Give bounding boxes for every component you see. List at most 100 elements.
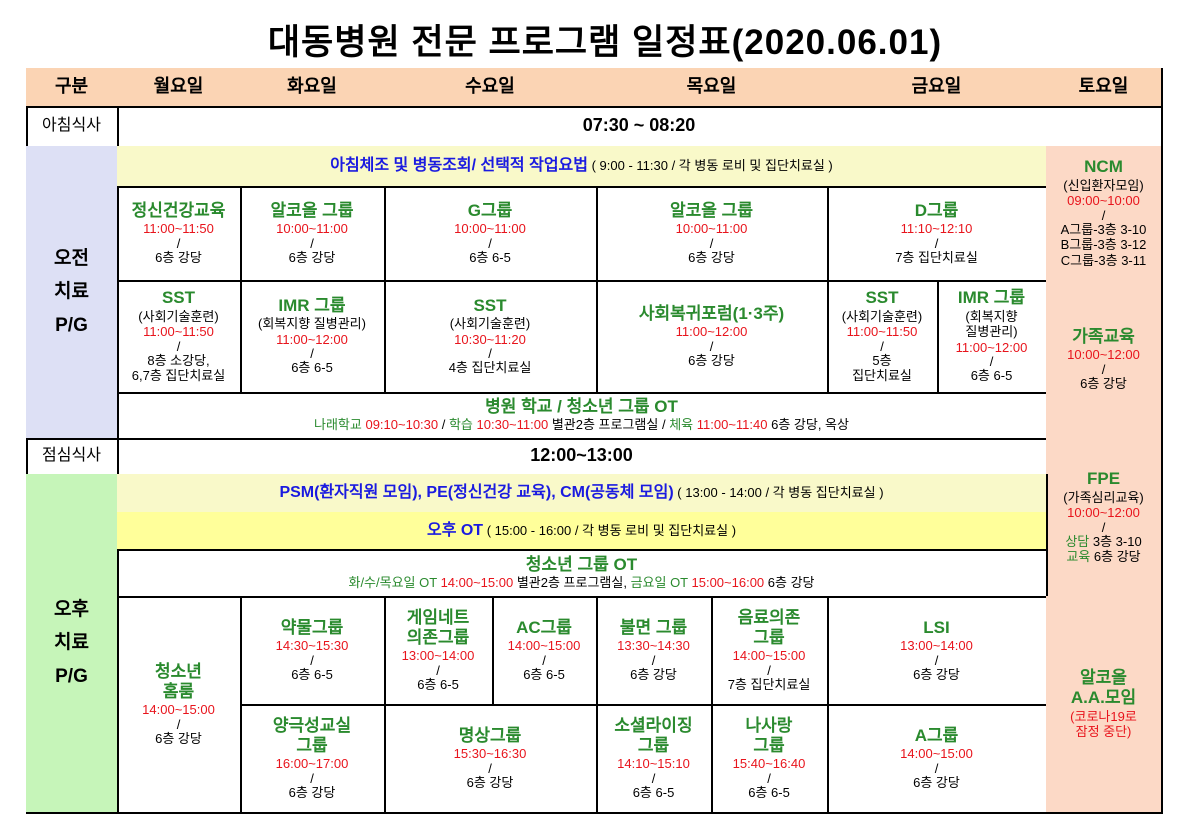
program-title: 가족교육 xyxy=(1072,326,1135,346)
program-cell: FPE (가족심리교육) 10:00~12:00/상담 3층 3-10 교육 6층 강… xyxy=(1046,438,1163,598)
program-title: SST xyxy=(161,288,196,308)
program-title: 그룹 xyxy=(296,735,328,755)
mixed-text-line: 교육 6층 강당 xyxy=(1066,549,1140,565)
youth-ot-row: 청소년 그룹 OT 화/수/목요일 OT 14:00~15:00 별관2층 프로그… xyxy=(117,549,1048,598)
program-cell: 약물그룹 14:30~15:30/6층 6-5 xyxy=(240,596,386,706)
program-title: 그룹 xyxy=(637,735,670,755)
separator: / xyxy=(934,652,939,668)
separator: / xyxy=(880,338,884,354)
program-title: 청소년 xyxy=(155,661,202,681)
program-cell: 사회복귀포럼(1·3주) 11:00~12:00/6층 강당 xyxy=(596,280,829,394)
text-segment: 6층 강당 xyxy=(1093,549,1141,565)
program-subtitle: (신입환자모임) xyxy=(1063,177,1144,193)
pm-section-label: 오후 치료 P/G xyxy=(26,474,119,814)
separator: / xyxy=(488,346,492,362)
program-cell: 게임네트 의존그룹 13:00~14:00/6층 6-5 xyxy=(384,596,494,706)
program-time: 13:00~14:00 xyxy=(401,648,475,664)
program-location: 6층 강당 xyxy=(688,352,735,368)
program-title: 그룹 xyxy=(753,735,785,755)
separator: / xyxy=(767,662,771,678)
am-label-line: 치료 xyxy=(54,281,89,303)
program-time: 15:30~16:30 xyxy=(453,746,527,762)
program-title: 정신건강교육 xyxy=(131,200,226,220)
pm-label-line: P/G xyxy=(55,665,88,687)
text-segment: 15:00~16:00 xyxy=(691,574,765,590)
program-time: 15:40~16:40 xyxy=(732,756,806,772)
program-cell: 양극성교실 그룹 16:00~17:00/6층 강당 xyxy=(240,704,386,814)
text-segment: 별관2층 프로그램실 / xyxy=(548,417,670,433)
program-location: 집단치료실 xyxy=(852,368,912,384)
text-segment: / xyxy=(438,417,449,433)
text-segment: ( 9:00 - 11:30 / 각 병동 로비 및 집단치료실 ) xyxy=(587,158,833,174)
separator: / xyxy=(934,760,939,776)
program-subtitle: (가족심리교육) xyxy=(1063,489,1144,505)
program-title: A.A.모임 xyxy=(1070,688,1137,708)
program-cell: 음료의존 그룹 14:00~15:00/7층 집단치료실 xyxy=(711,596,829,706)
text-segment: 체육 xyxy=(669,417,697,433)
program-cell: AC그룹 14:00~15:00/6층 6-5 xyxy=(492,596,598,706)
program-cell: 청소년 홈룸 14:00~15:00/6층 강당 xyxy=(117,596,242,814)
separator: / xyxy=(176,235,181,251)
separator: / xyxy=(651,770,656,786)
program-cell: NCM (신입환자모임) 09:00~10:00/A그룹-3층 3-10 B그룹-3층… xyxy=(1046,146,1163,282)
program-time: 14:00~15:00 xyxy=(732,648,806,664)
text-segment: 나래학교 xyxy=(314,417,366,433)
program-time: 11:00~11:50 xyxy=(143,221,214,237)
am-label-line: P/G xyxy=(55,314,88,336)
program-time: 10:00~11:00 xyxy=(454,221,526,237)
program-time: 09:00~10:00 xyxy=(1067,193,1140,209)
program-title: LSI xyxy=(923,617,950,637)
header-monday: 월요일 xyxy=(117,68,242,108)
program-cell: A그룹 14:00~15:00/6층 강당 xyxy=(827,704,1048,814)
program-title: 병원 학교 / 청소년 그룹 OT xyxy=(485,397,678,416)
text-segment: 6층 강당 xyxy=(764,574,815,590)
program-subtitle: B그룹-3층 3-12 xyxy=(1060,237,1147,253)
program-title: SST xyxy=(473,295,507,315)
program-location: 6층 6-5 xyxy=(417,676,459,692)
text-segment: ( 13:00 - 14:00 / 각 병동 집단치료실 ) xyxy=(673,485,884,501)
program-cell: 정신건강교육 11:00~11:50/6층 강당 xyxy=(117,186,242,282)
program-note: (코로나19로 xyxy=(1070,708,1137,724)
text-segment: 3층 3-10 xyxy=(1092,533,1142,549)
program-time: 13:30~14:30 xyxy=(617,638,690,654)
program-title: 청소년 그룹 OT xyxy=(525,554,638,574)
pm-ot-banner: 오후 OT ( 15:00 - 16:00 / 각 병동 로비 및 집단치료실 … xyxy=(117,512,1048,551)
program-location: 6층 6-5 xyxy=(291,666,333,682)
program-location: 6층 강당 xyxy=(466,774,514,790)
program-time: 14:10~15:10 xyxy=(617,756,690,772)
program-location: 6층 강당 xyxy=(913,774,960,790)
separator: / xyxy=(176,716,181,732)
text-segment: 별관2층 프로그램실, xyxy=(513,574,631,590)
program-time: 14:00~15:00 xyxy=(142,702,215,718)
text-segment: 11:00~11:40 xyxy=(696,417,768,433)
separator: / xyxy=(310,770,314,786)
header-friday: 금요일 xyxy=(827,68,1048,108)
program-title: 의존그룹 xyxy=(406,627,470,647)
program-location: 6층 강당 xyxy=(288,784,336,800)
program-cell: 소셜라이징 그룹 14:10~15:10/6층 6-5 xyxy=(596,704,713,814)
program-title: IMR 그룹 xyxy=(957,288,1026,308)
program-title: A그룹 xyxy=(914,725,959,745)
mixed-text-line: 화/수/목요일 OT 14:00~15:00 별관2층 프로그램실, 금요일 O… xyxy=(348,575,814,591)
program-location: 6층 6-5 xyxy=(523,666,565,682)
program-location: 6층 6-5 xyxy=(632,784,675,800)
separator: / xyxy=(989,354,994,370)
program-subtitle: (사회기술훈련) xyxy=(841,308,923,324)
page-title: 대동병원 전문 프로그램 일정표(2020.06.01) xyxy=(267,23,943,62)
program-time: 11:00~11:50 xyxy=(143,324,214,340)
program-title: 사회복귀포럼(1·3주) xyxy=(638,303,785,323)
program-time: 10:00~12:00 xyxy=(1067,347,1140,363)
program-cell: 알코올 그룹 10:00~11:00/6층 강당 xyxy=(596,186,829,282)
program-subtitle: (회복지향 xyxy=(965,308,1018,324)
header-saturday: 토요일 xyxy=(1046,68,1163,108)
program-cell: LSI 13:00~14:00/6층 강당 xyxy=(827,596,1048,706)
program-title: 소셜라이징 xyxy=(614,715,693,735)
program-title: G그룹 xyxy=(467,200,513,220)
program-time: 10:00~12:00 xyxy=(1067,505,1140,521)
text-segment: PSM(환자직원 모임), PE(정신건강 교육), CM(공동체 모임) xyxy=(279,484,674,502)
mixed-text-line: 오후 OT ( 15:00 - 16:00 / 각 병동 로비 및 집단치료실 … xyxy=(427,521,736,540)
header-wednesday: 수요일 xyxy=(384,68,598,108)
separator: / xyxy=(1101,519,1106,535)
program-time: 10:30~11:20 xyxy=(454,331,526,347)
program-time: 13:00~14:00 xyxy=(900,638,973,654)
